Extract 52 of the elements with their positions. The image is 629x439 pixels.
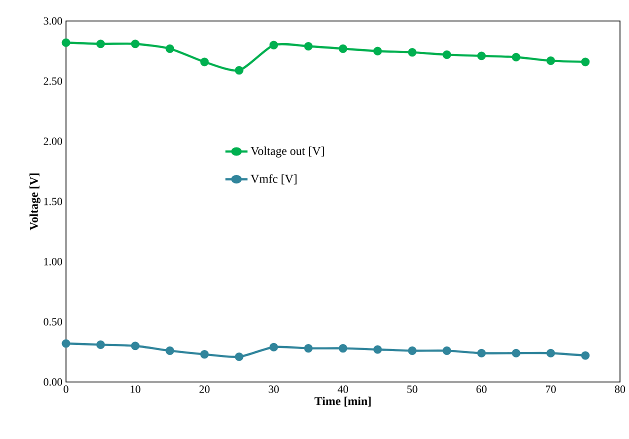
x-tick-label: 70 xyxy=(546,386,556,393)
point xyxy=(408,346,417,355)
point xyxy=(477,348,486,358)
y-tick-label: 2.50 xyxy=(44,77,62,85)
legend-label: Voltage out [V] xyxy=(250,146,324,158)
point xyxy=(581,58,590,66)
point xyxy=(338,44,348,53)
point xyxy=(546,348,556,358)
point xyxy=(166,346,174,355)
x-axis-title: Time [min] xyxy=(314,396,371,407)
point xyxy=(269,342,278,352)
point xyxy=(130,342,140,350)
point xyxy=(234,66,244,75)
x-tick-label: 20 xyxy=(200,386,210,393)
y-tick-label: 3.00 xyxy=(44,17,62,25)
point xyxy=(269,40,278,50)
x-tick-label: 80 xyxy=(614,386,626,393)
x-tick-label: 0 xyxy=(64,386,68,393)
y-axis-title: Voltage [V] xyxy=(30,174,40,230)
y-tick-label: 2.00 xyxy=(44,138,62,146)
point xyxy=(304,344,313,353)
point xyxy=(373,46,382,56)
point xyxy=(373,345,382,354)
point xyxy=(96,40,105,48)
point xyxy=(62,339,70,348)
point xyxy=(512,348,520,358)
x-tick-label: 30 xyxy=(268,386,279,393)
point xyxy=(338,344,348,353)
y-tick-label: 0.50 xyxy=(44,318,62,326)
point xyxy=(304,42,313,51)
point xyxy=(512,52,520,62)
point xyxy=(96,340,105,349)
x-tick-label: 60 xyxy=(476,386,487,393)
point xyxy=(546,56,556,65)
y-tick-label: 0.00 xyxy=(44,378,62,386)
point xyxy=(442,346,452,355)
x-tick-label: 40 xyxy=(338,386,348,393)
x-tick-label: 50 xyxy=(407,386,418,393)
point xyxy=(442,50,452,59)
point xyxy=(408,48,417,57)
point xyxy=(581,351,590,360)
point xyxy=(130,40,140,48)
point xyxy=(234,352,244,362)
point xyxy=(200,350,209,359)
point xyxy=(200,58,209,66)
point xyxy=(477,52,486,60)
y-tick-label: 1.50 xyxy=(44,198,62,206)
legend-label: Vmfc [V] xyxy=(250,174,297,184)
x-tick-label: 10 xyxy=(130,386,140,393)
point xyxy=(166,44,174,53)
point xyxy=(62,38,70,47)
y-tick-label: 1.00 xyxy=(44,258,62,266)
